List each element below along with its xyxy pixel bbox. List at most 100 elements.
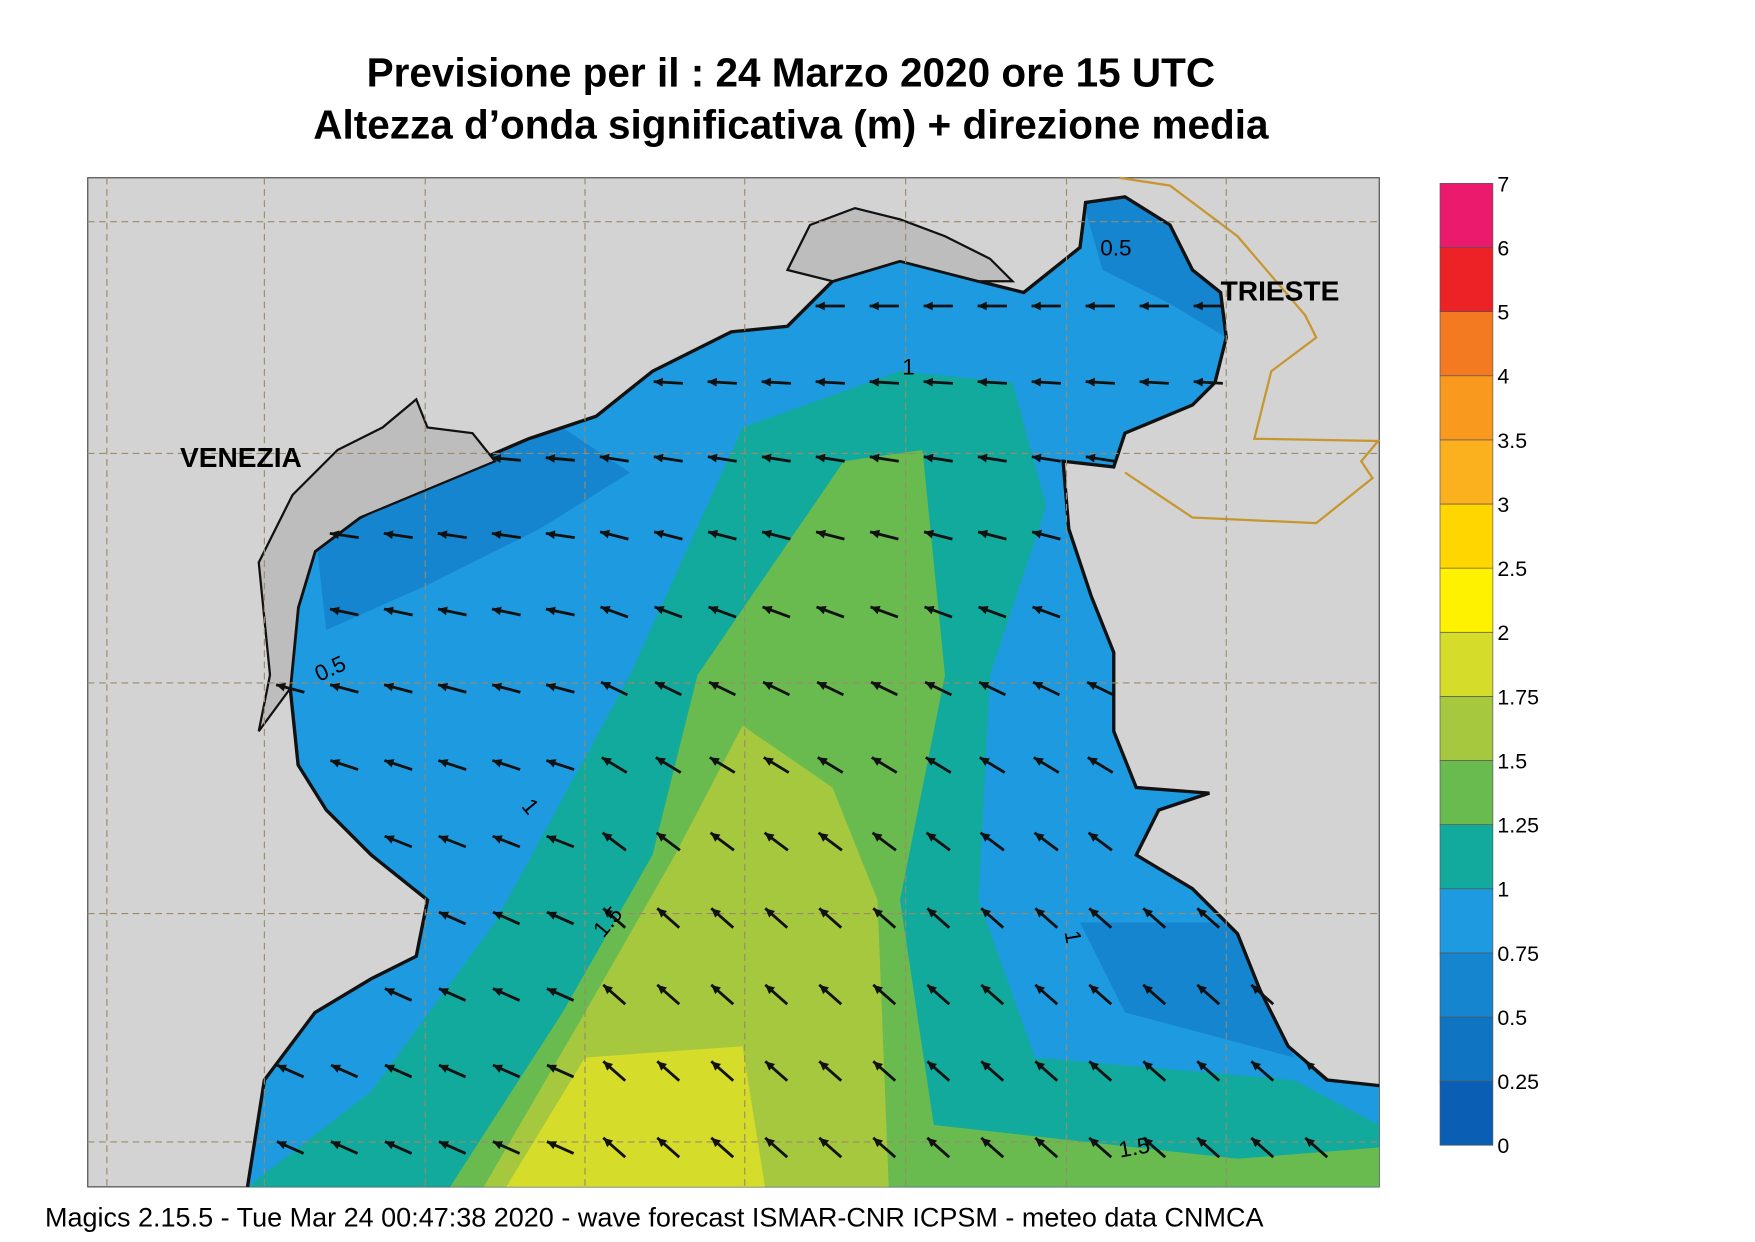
arrow-head <box>384 1064 396 1073</box>
arrow-head <box>1251 984 1262 995</box>
arrow-head <box>1305 1061 1316 1071</box>
arrow-head <box>492 1064 504 1073</box>
colorbar-label: 1.75 <box>1497 685 1539 709</box>
arrow-head <box>1035 908 1046 918</box>
colorbar-label: 5 <box>1497 301 1509 325</box>
arrow-head <box>655 682 666 691</box>
colorbar-swatch <box>1439 247 1494 312</box>
arrow-head <box>657 984 668 995</box>
colorbar-label: 7 <box>1497 172 1509 196</box>
arrow-head <box>601 682 612 691</box>
colorbar-swatch <box>1439 952 1494 1018</box>
arrow-head <box>871 682 882 691</box>
arrow-head <box>981 984 992 995</box>
arrow-head <box>603 1137 614 1148</box>
arrow-head <box>924 529 935 539</box>
arrow-head <box>707 453 718 463</box>
arrow-head <box>1197 1137 1208 1148</box>
arrow-head <box>1143 984 1154 995</box>
arrow-head <box>384 835 395 844</box>
arrow-head <box>492 988 504 997</box>
colorbar-label: 1 <box>1497 878 1509 902</box>
arrow-head <box>710 832 721 842</box>
arrow-head <box>384 759 395 768</box>
arrow-head <box>708 605 719 615</box>
arrow-head <box>653 377 664 387</box>
arrow-head <box>873 1061 884 1071</box>
colorbar-swatch <box>1439 311 1494 377</box>
colorbar-swatch <box>1439 824 1494 890</box>
arrow-head <box>762 605 773 615</box>
arrow-head <box>1035 1061 1046 1071</box>
arrow-head <box>654 605 665 615</box>
arrow-head <box>707 377 718 387</box>
arrow-head <box>923 301 933 311</box>
arrow-head <box>1035 984 1046 995</box>
arrow-head <box>873 908 884 918</box>
arrow-head <box>546 1141 558 1150</box>
land-islands <box>257 206 1016 732</box>
arrow-head <box>438 988 450 997</box>
city-label: VENEZIA <box>180 442 302 473</box>
colorbar-swatch <box>1439 503 1494 569</box>
arrow-head <box>762 529 773 539</box>
contour-label: 0.5 <box>1100 235 1131 260</box>
arrow-head <box>1031 453 1042 463</box>
arrow-head <box>599 453 610 463</box>
arrow-head <box>765 1061 776 1071</box>
arrow-head <box>977 301 987 311</box>
colorbar-label: 1.25 <box>1497 814 1539 838</box>
arrow-head <box>981 908 992 918</box>
arrow-head <box>761 377 772 387</box>
arrow-head <box>978 529 989 539</box>
contour-label: 1 <box>902 355 915 380</box>
arrow-head <box>871 757 882 766</box>
arrow-head <box>977 377 988 387</box>
arrow-head <box>1197 908 1208 918</box>
arrow-head <box>600 529 611 539</box>
arrow-head <box>711 1137 722 1148</box>
arrow-head <box>1085 453 1096 463</box>
arrow-head <box>276 1141 288 1150</box>
arrow-head <box>926 832 937 842</box>
arrow-head <box>491 606 502 616</box>
arrow-head <box>1035 1137 1046 1148</box>
arrow-head <box>711 984 722 995</box>
arrow-head <box>438 1064 450 1073</box>
arrow-head <box>927 984 938 995</box>
colorbar-swatch <box>1439 375 1494 441</box>
arrow-head <box>819 1061 830 1071</box>
arrow-head <box>1251 1137 1262 1148</box>
arrow-head <box>980 832 991 842</box>
arrow-head <box>1139 301 1149 311</box>
arrow-head <box>1143 908 1154 918</box>
contour-label: 1 <box>1060 929 1087 946</box>
arrow-head <box>1085 377 1096 387</box>
colorbar-swatch <box>1439 760 1494 825</box>
arrow-head <box>1193 301 1203 311</box>
arrow-head <box>873 984 884 995</box>
map: VENEZIA TRIESTE 0.5 0.5 1 1 1.5 1 1.5 <box>87 176 1381 1188</box>
arrow-head <box>819 1137 830 1148</box>
arrow-head <box>981 1061 992 1071</box>
arrow-head <box>655 757 666 766</box>
arrow-head <box>1085 301 1095 311</box>
arrow-head <box>709 757 720 766</box>
arrow-head <box>1031 377 1042 387</box>
arrow-head <box>870 529 881 539</box>
arrow-head <box>657 1061 668 1071</box>
arrow-head <box>819 908 830 918</box>
arrow-head <box>819 984 830 995</box>
arrow-head <box>977 453 988 463</box>
arrow-head <box>815 453 826 463</box>
arrow-head <box>438 1141 450 1150</box>
arrow-head <box>1089 1137 1100 1148</box>
arrow-head <box>603 908 614 918</box>
arrow-head <box>654 529 665 539</box>
arrow-head <box>815 377 826 387</box>
arrow-head <box>657 1137 668 1148</box>
direction-arrows <box>275 301 1329 1159</box>
arrow-head <box>923 453 934 463</box>
arrow-head <box>656 832 667 842</box>
colorbar-swatch <box>1439 439 1494 505</box>
